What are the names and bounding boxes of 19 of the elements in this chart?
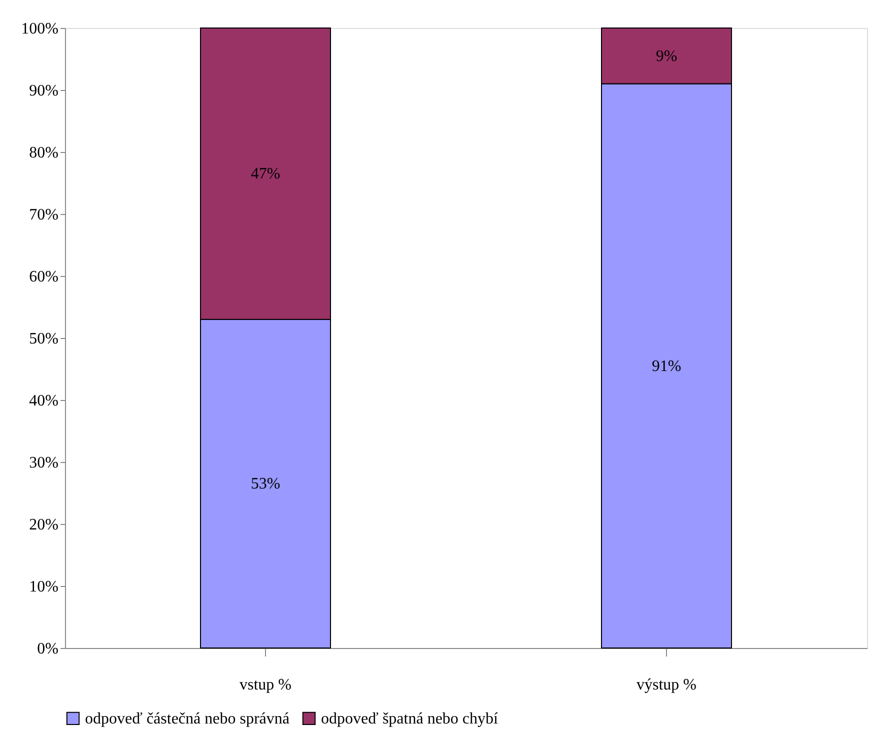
legend-label: odpoveď špatná nebo chybí <box>321 710 499 728</box>
data-label: 91% <box>652 358 682 375</box>
data-label: 47% <box>250 166 280 183</box>
y-tick-label: 0% <box>37 640 58 658</box>
legend-label: odpoveď částečná nebo správná <box>85 710 290 728</box>
x-tick-label: vstup % <box>240 676 292 694</box>
y-tick-label: 70% <box>29 206 58 224</box>
y-tick-label: 40% <box>29 392 58 410</box>
y-tick-label: 10% <box>29 578 58 596</box>
y-tick-label: 80% <box>29 144 58 162</box>
y-tick-label: 100% <box>21 20 58 38</box>
data-label: 53% <box>250 476 280 493</box>
y-tick-label: 30% <box>29 454 58 472</box>
y-tick-label: 90% <box>29 82 58 100</box>
y-tick-label: 20% <box>29 516 58 534</box>
y-tick-label: 50% <box>29 330 58 348</box>
data-label: 9% <box>656 48 678 65</box>
y-tick-label: 60% <box>29 268 58 286</box>
x-tick-label: výstup % <box>636 676 696 694</box>
